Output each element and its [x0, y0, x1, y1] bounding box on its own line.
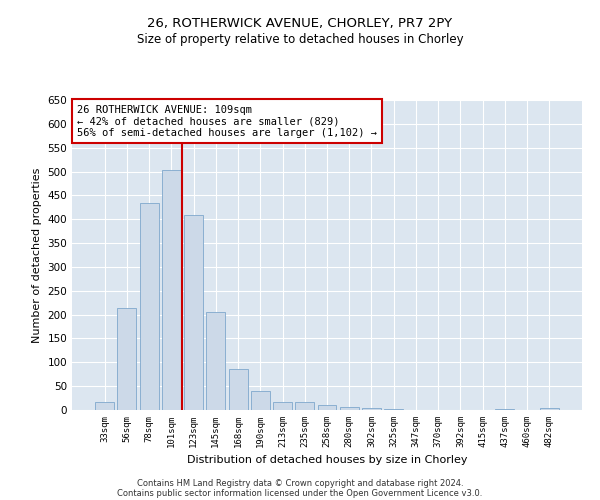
Text: 26, ROTHERWICK AVENUE, CHORLEY, PR7 2PY: 26, ROTHERWICK AVENUE, CHORLEY, PR7 2PY [148, 18, 452, 30]
Text: Size of property relative to detached houses in Chorley: Size of property relative to detached ho… [137, 32, 463, 46]
Bar [140, 202, 158, 410]
Text: Contains HM Land Registry data © Crown copyright and database right 2024.: Contains HM Land Registry data © Crown c… [137, 478, 463, 488]
Bar [340, 406, 359, 410]
Text: Contains public sector information licensed under the Open Government Licence v3: Contains public sector information licen… [118, 488, 482, 498]
Text: 26 ROTHERWICK AVENUE: 109sqm
← 42% of detached houses are smaller (829)
56% of s: 26 ROTHERWICK AVENUE: 109sqm ← 42% of de… [77, 104, 377, 138]
Bar [273, 402, 292, 410]
Bar [295, 402, 314, 410]
Bar [95, 402, 114, 410]
X-axis label: Distribution of detached houses by size in Chorley: Distribution of detached houses by size … [187, 456, 467, 466]
Bar [118, 308, 136, 410]
Bar [496, 409, 514, 410]
Bar [540, 408, 559, 410]
Bar [206, 312, 225, 410]
Bar [362, 408, 381, 410]
Bar [162, 170, 181, 410]
Y-axis label: Number of detached properties: Number of detached properties [32, 168, 42, 342]
Bar [317, 405, 337, 410]
Bar [251, 391, 270, 410]
Bar [229, 368, 248, 410]
Bar [384, 409, 403, 410]
Bar [184, 216, 203, 410]
